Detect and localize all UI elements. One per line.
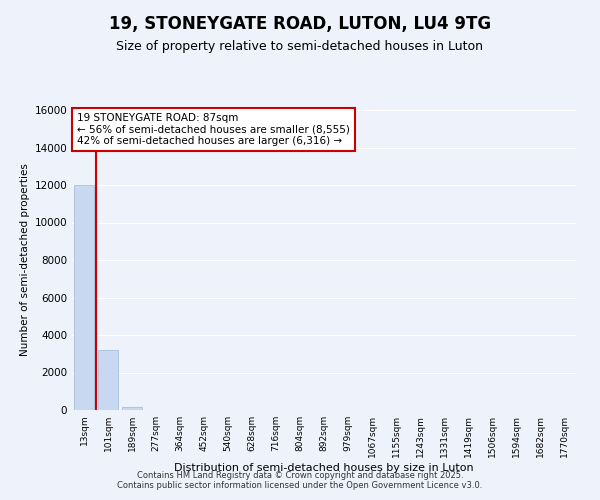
Y-axis label: Number of semi-detached properties: Number of semi-detached properties bbox=[20, 164, 30, 356]
Text: Size of property relative to semi-detached houses in Luton: Size of property relative to semi-detach… bbox=[116, 40, 484, 53]
Text: Contains HM Land Registry data © Crown copyright and database right 2025.
Contai: Contains HM Land Registry data © Crown c… bbox=[118, 470, 482, 490]
X-axis label: Distribution of semi-detached houses by size in Luton: Distribution of semi-detached houses by … bbox=[174, 462, 474, 472]
Bar bbox=[98, 350, 118, 410]
Bar bbox=[74, 185, 94, 410]
Text: 19, STONEYGATE ROAD, LUTON, LU4 9TG: 19, STONEYGATE ROAD, LUTON, LU4 9TG bbox=[109, 15, 491, 33]
Bar bbox=[122, 407, 142, 410]
Text: 19 STONEYGATE ROAD: 87sqm
← 56% of semi-detached houses are smaller (8,555)
42% : 19 STONEYGATE ROAD: 87sqm ← 56% of semi-… bbox=[77, 113, 350, 146]
